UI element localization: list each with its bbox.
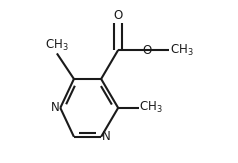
Text: CH$_3$: CH$_3$ <box>139 100 163 115</box>
Text: CH$_3$: CH$_3$ <box>170 43 194 58</box>
Text: CH$_3$: CH$_3$ <box>45 37 69 53</box>
Text: O: O <box>143 44 152 57</box>
Text: N: N <box>51 101 60 114</box>
Text: N: N <box>102 130 111 143</box>
Text: O: O <box>114 9 123 22</box>
